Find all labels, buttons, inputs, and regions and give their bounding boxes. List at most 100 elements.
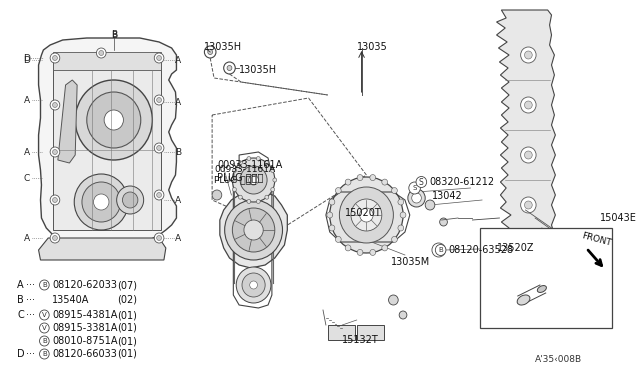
Circle shape xyxy=(388,295,398,305)
Circle shape xyxy=(225,200,282,260)
Circle shape xyxy=(52,55,58,61)
Ellipse shape xyxy=(538,286,547,292)
Polygon shape xyxy=(38,238,166,260)
Circle shape xyxy=(212,190,222,200)
Circle shape xyxy=(224,62,236,74)
Text: A: A xyxy=(175,196,181,205)
Circle shape xyxy=(157,235,161,241)
Circle shape xyxy=(416,176,427,187)
Text: FRONT: FRONT xyxy=(580,232,612,248)
Text: A: A xyxy=(175,234,181,243)
Text: B: B xyxy=(42,338,47,344)
Text: D: D xyxy=(24,54,31,62)
Circle shape xyxy=(357,174,363,180)
Circle shape xyxy=(425,200,435,210)
Ellipse shape xyxy=(517,295,530,305)
Circle shape xyxy=(525,101,532,109)
Circle shape xyxy=(157,97,161,103)
Text: 08010-8751A: 08010-8751A xyxy=(52,336,118,346)
Circle shape xyxy=(154,233,164,243)
Circle shape xyxy=(97,48,106,58)
Circle shape xyxy=(157,192,161,198)
Circle shape xyxy=(392,237,397,243)
Circle shape xyxy=(521,47,536,63)
Text: (01): (01) xyxy=(116,349,136,359)
Text: V: V xyxy=(42,312,47,318)
Circle shape xyxy=(345,179,351,185)
Circle shape xyxy=(52,103,58,108)
Text: 13520Z: 13520Z xyxy=(497,243,534,253)
Text: S: S xyxy=(412,185,417,191)
Bar xyxy=(356,325,384,340)
Circle shape xyxy=(250,281,257,289)
Circle shape xyxy=(99,51,104,55)
Text: B: B xyxy=(111,29,117,38)
Text: 13035: 13035 xyxy=(356,42,387,52)
Circle shape xyxy=(327,212,333,218)
Text: 15043E: 15043E xyxy=(600,213,637,223)
Polygon shape xyxy=(38,38,177,245)
Text: ···: ··· xyxy=(26,280,35,290)
Text: A: A xyxy=(17,280,24,290)
Text: B: B xyxy=(438,247,443,253)
Circle shape xyxy=(154,95,164,105)
Circle shape xyxy=(335,237,341,243)
Circle shape xyxy=(52,198,58,202)
Text: A: A xyxy=(24,148,30,157)
Circle shape xyxy=(227,65,232,71)
Circle shape xyxy=(271,169,275,173)
Circle shape xyxy=(409,182,420,194)
Text: 13540A: 13540A xyxy=(52,295,90,305)
Circle shape xyxy=(265,161,269,165)
Text: ···: ··· xyxy=(26,295,35,305)
Circle shape xyxy=(440,218,447,226)
Circle shape xyxy=(351,199,382,231)
Circle shape xyxy=(360,208,373,222)
Circle shape xyxy=(345,245,351,251)
Text: 15020T: 15020T xyxy=(345,208,382,218)
Circle shape xyxy=(525,51,532,59)
Circle shape xyxy=(154,53,164,63)
Circle shape xyxy=(240,166,267,194)
Circle shape xyxy=(40,280,49,290)
Circle shape xyxy=(74,174,128,230)
Circle shape xyxy=(116,186,143,214)
Circle shape xyxy=(521,97,536,113)
Text: 08320-61212: 08320-61212 xyxy=(429,177,494,187)
Polygon shape xyxy=(497,10,556,242)
Circle shape xyxy=(52,150,58,154)
Text: 00933-1161A: 00933-1161A xyxy=(217,160,282,170)
Circle shape xyxy=(330,177,403,253)
FancyBboxPatch shape xyxy=(53,55,161,230)
Circle shape xyxy=(400,212,406,218)
Circle shape xyxy=(232,169,236,173)
Circle shape xyxy=(521,147,536,163)
Text: 13035M: 13035M xyxy=(390,257,429,267)
Circle shape xyxy=(232,208,275,252)
Text: B: B xyxy=(42,282,47,288)
Circle shape xyxy=(432,243,445,257)
Circle shape xyxy=(204,46,216,58)
Bar xyxy=(207,95,492,320)
Text: B: B xyxy=(436,247,441,253)
Text: 13042: 13042 xyxy=(432,191,463,201)
Circle shape xyxy=(242,273,265,297)
Circle shape xyxy=(50,53,60,63)
Circle shape xyxy=(265,195,269,199)
Text: A'35‹008B: A'35‹008B xyxy=(535,356,582,365)
Text: S: S xyxy=(419,177,424,186)
Circle shape xyxy=(232,187,236,192)
Circle shape xyxy=(247,157,251,161)
Circle shape xyxy=(525,201,532,209)
Text: D: D xyxy=(17,349,25,359)
Text: A: A xyxy=(24,96,30,105)
Circle shape xyxy=(208,49,212,55)
Circle shape xyxy=(230,178,234,182)
Text: B: B xyxy=(111,31,117,39)
Text: C: C xyxy=(17,310,24,320)
Text: (01): (01) xyxy=(116,310,136,320)
Text: ···: ··· xyxy=(26,349,35,359)
Circle shape xyxy=(82,182,120,222)
Text: 15132T: 15132T xyxy=(342,335,379,345)
Circle shape xyxy=(93,194,109,210)
